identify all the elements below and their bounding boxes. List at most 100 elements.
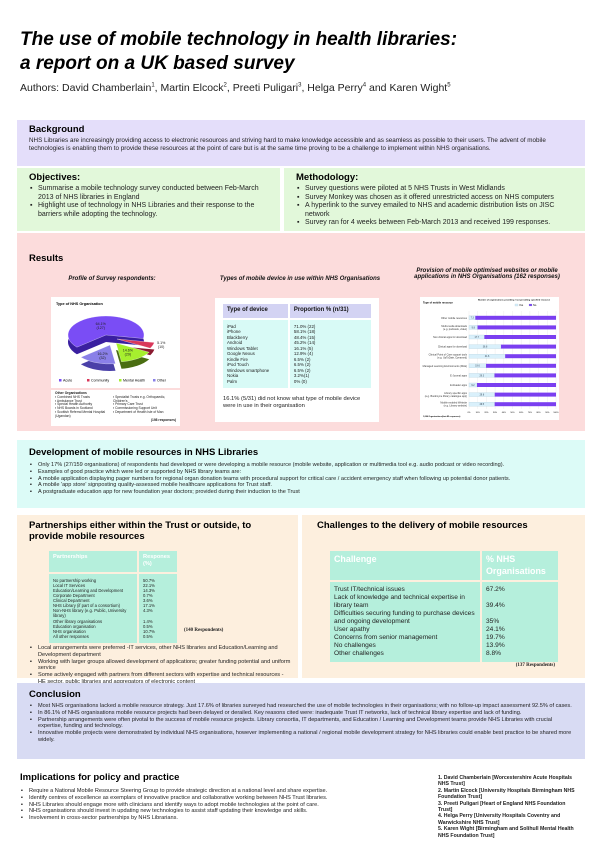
list-item: ▪ Primary Care Trust — [113, 402, 143, 407]
objectives-heading: Objectives: — [29, 172, 81, 183]
bar-value-label: 9.8 — [472, 327, 476, 329]
pie-title: Type of NHS Organisation — [56, 302, 103, 306]
table-row: No partnership working 50.7% — [49, 573, 177, 583]
table-row: Android 45.2% (14) — [223, 340, 371, 346]
pie-chart-panel: Type of NHS Organisation 64.1% (127) 5.1% (1… — [51, 297, 180, 388]
background-text: NHS Libraries are increasingly providing… — [29, 137, 546, 152]
profile-title: Profile of Survey respondents: — [68, 276, 156, 282]
cell-label: Nokia — [223, 373, 288, 379]
category-label: Managed Learning Environments (MLE) — [423, 365, 467, 368]
table-row: iPad 71.0% (22) — [223, 319, 371, 330]
bar-yes — [468, 344, 502, 349]
table-row: Corporate Department 0.7% — [49, 593, 177, 599]
cell-value: 13.9% — [482, 642, 558, 651]
category-label-line: (e.g. Library website) — [444, 405, 468, 408]
legend-swatch — [153, 379, 156, 382]
column-header: Type of device — [223, 304, 288, 318]
header-row: Challenge% NHS Organisations — [330, 551, 558, 581]
list-item: ▪ Specialist Trusts e.g. Orthopaedic, Ch… — [113, 394, 166, 403]
category-label-line: (e.g. Bookmyne library catalogue app) — [425, 395, 467, 398]
x-tick-label: 40% — [502, 412, 506, 414]
list-item: In 86.1% of NHS organisations mobile res… — [29, 710, 573, 717]
cell-value: 24.1% — [482, 626, 558, 635]
bar-yes — [468, 382, 478, 388]
cell-value: 50.7% — [139, 573, 177, 583]
column-header: % NHS Organisations — [482, 551, 558, 581]
devices-title: Types of mobile device in use within NHS… — [219, 276, 381, 282]
list-item: ▪ NHS Boards in Scotland — [55, 406, 93, 411]
list-item: Survey questions were piloted at 5 NHS T… — [296, 185, 573, 194]
cell-label: Lack of knowledge and technical expertis… — [330, 594, 480, 611]
cell-label: iPod Touch — [223, 362, 288, 368]
x-tick-label: 100% — [553, 412, 558, 414]
cell-value: 8.8% — [482, 650, 558, 663]
cell-label: Other challenges — [330, 650, 480, 663]
pie-count-label: (29) — [125, 353, 131, 357]
development-section: Development of mobile resources in NHS L… — [17, 440, 585, 508]
cell-value: 14.3% — [139, 587, 177, 594]
table-row: Windows Tablet 16.1% (5) — [223, 345, 371, 352]
cell-value: 19.7% — [482, 634, 558, 643]
conclusion-heading: Conclusion — [29, 689, 81, 700]
challenges-heading: Challenges to the delivery of mobile res… — [317, 520, 528, 531]
column-header: Partnerships — [49, 551, 137, 572]
cell-value: 0.7% — [139, 593, 177, 599]
bar-yes — [468, 334, 485, 340]
column-header: Respones (%) — [139, 551, 177, 572]
list-item: ▪ Commissioning Support Unit — [113, 406, 157, 411]
list-item: 3. Preeti Puligari [Heart of England NHS… — [438, 800, 566, 814]
cell-label: All other responses — [49, 633, 137, 643]
x-tick-label: 20% — [484, 412, 488, 414]
category-label: Multi-media downloads (e.g. podcasts, vid… — [441, 325, 467, 331]
partnerships-note: (140 Respondents) — [184, 628, 224, 633]
cell-value: 71.0% (22) — [289, 319, 371, 330]
cell-label: No partnership working — [49, 573, 137, 583]
cell-label: Palm — [223, 378, 288, 389]
table-row: All other responses 0.5% — [49, 633, 177, 643]
other-organisations-panel: Other Organisations ▪ Combined NHS Trust… — [51, 390, 180, 426]
authors-label: Authors: — [20, 82, 63, 94]
methodology-heading: Methodology: — [296, 172, 359, 183]
cell-label: Education/Learning and Development — [49, 587, 137, 594]
authors: Authors: David Chamberlain1, Martin Elco… — [20, 82, 451, 94]
pie-chart: Type of NHS Organisation 64.1%(127) 5.1%(1… — [56, 302, 167, 383]
list-item: A mobile application displaying pager nu… — [29, 476, 573, 483]
bar-no — [501, 344, 556, 349]
methodology-section: Methodology: Survey questions were pilot… — [284, 168, 585, 231]
legend-swatch — [119, 379, 122, 382]
pie-slice-mental-health — [115, 342, 150, 362]
cell-value: 6.5% (2) — [289, 362, 371, 368]
legend-label: Yes — [519, 303, 524, 307]
cell-value: 3.6% — [139, 598, 177, 604]
category-label: Library specific apps (e.g. Bookmyne libr… — [425, 392, 468, 398]
x-tick-label: 10% — [476, 412, 480, 414]
cell-value: 39.4% — [482, 594, 558, 611]
category-label: Clinical Point of Care support tools (e.g… — [429, 354, 468, 360]
conclusion-section: Conclusion Most NHS organisations lacked… — [17, 683, 585, 759]
cell-value: 6.5% (2) — [289, 367, 371, 374]
header-row: Partnerships Respones (%) — [49, 551, 177, 572]
table-row: Local IT Services 22.1% — [49, 582, 177, 588]
cell-label: Windows smartphone — [223, 367, 288, 374]
results-heading: Results — [29, 253, 64, 264]
pie-slice-other — [80, 344, 116, 365]
cell-value: 22.1% — [139, 582, 177, 588]
table-row: Difficulties securing funding to purchas… — [330, 610, 558, 627]
table-row: Non-NHS library (e.g. Public, University… — [49, 608, 177, 619]
list-item: Working with larger groups allowed devel… — [29, 659, 291, 673]
bar-value-label: 19.6 — [475, 366, 480, 368]
background-section: Background NHS Libraries are increasingl… — [17, 120, 585, 166]
cell-value: 1.4% — [139, 618, 177, 624]
pie-count-label: (10) — [158, 345, 164, 349]
devices-note: 16.1% (5/31) did not know what type of m… — [223, 396, 361, 410]
cell-value: 4.3% — [139, 608, 177, 619]
list-item: Identify centres of excellence as exempl… — [20, 795, 412, 802]
table-row: iPod Touch 6.5% (2) — [223, 362, 371, 368]
x-tick-label: 60% — [519, 412, 523, 414]
implications-heading: Implications for policy and practice — [20, 772, 180, 783]
category-label-line: Library specific apps — [444, 392, 468, 395]
cell-value: 0.5% — [139, 623, 177, 629]
other-organisations-heading: Other Organisations — [55, 391, 87, 395]
cell-label: Education organisation — [49, 623, 137, 629]
table-row: NHS Library (if part of a consortium) 17.… — [49, 603, 177, 609]
